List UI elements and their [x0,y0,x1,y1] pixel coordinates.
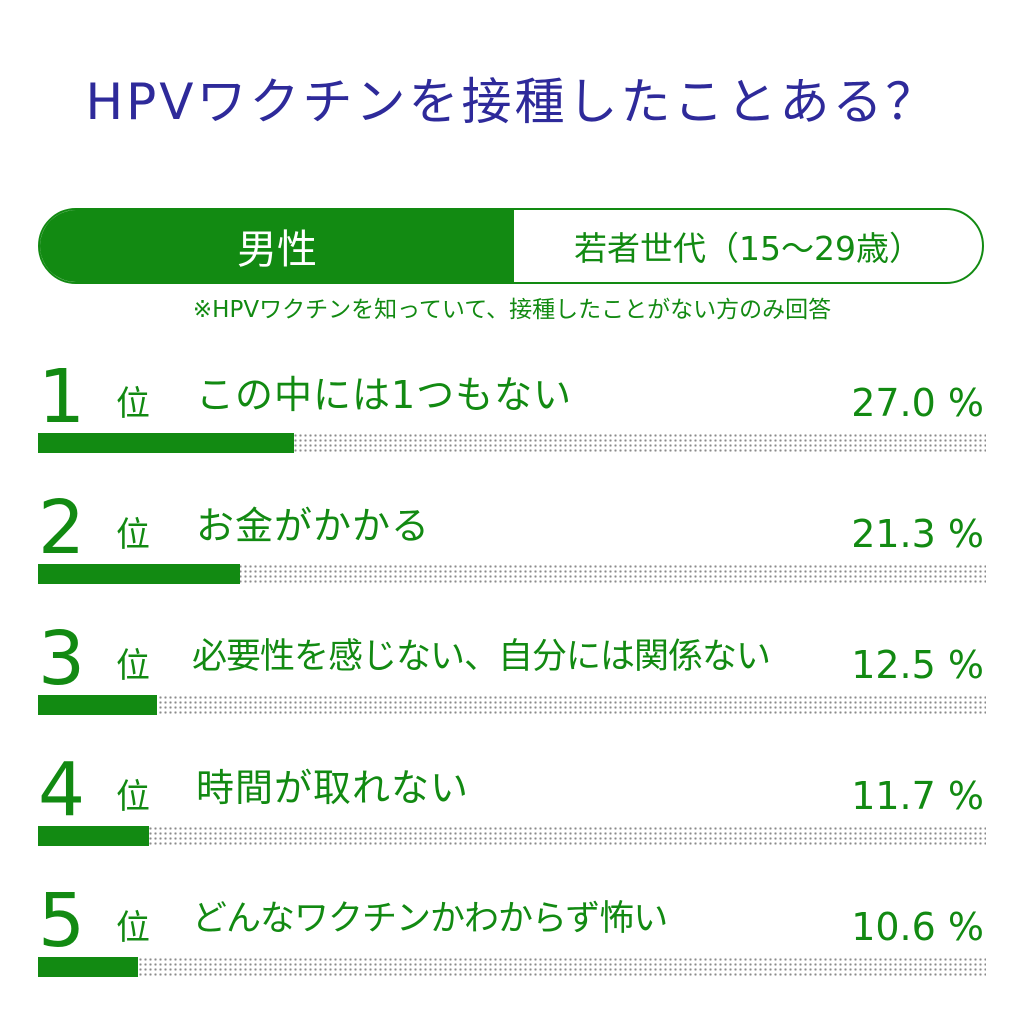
value-label: 11.7 % [851,774,984,818]
bar-track [38,826,986,846]
value-label: 12.5 % [851,643,984,687]
bar-track [38,433,986,453]
bar [38,826,149,846]
category-label: どんなワクチンかわからず怖い [192,899,668,939]
rank-number: 5 [38,878,86,964]
ranking-row: 5 位 どんなワクチンかわからず怖い 10.6 % [0,879,1024,999]
ranking-row: 1 位 この中には1つもない 27.0 % [0,355,1024,475]
rank-number: 1 [38,354,86,440]
bar [38,957,138,977]
rank-unit: 位 [116,515,150,555]
rank-unit: 位 [116,908,150,948]
bar [38,433,294,453]
category-label: 時間が取れない [196,766,470,810]
category-label: この中には1つもない [196,373,573,417]
value-label: 21.3 % [851,512,984,556]
bar [38,695,157,715]
rank-unit: 位 [116,646,150,686]
value-label: 27.0 % [851,381,984,425]
ranking-row: 4 位 時間が取れない 11.7 % [0,748,1024,868]
category-label: 必要性を感じない、自分には関係ない [192,637,771,677]
survey-note: ※HPVワクチンを知っていて、接種したことがない方のみ回答 [192,297,832,323]
segment-banner: 男性 若者世代（15〜29歳） [38,208,984,284]
rank-unit: 位 [116,384,150,424]
rank-number: 3 [38,616,86,702]
bar-track [38,957,986,977]
generation-label: 若者世代（15〜29歳） [574,229,922,268]
bar-track [38,695,986,715]
ranking-row: 2 位 お金がかかる 21.3 % [0,486,1024,606]
bar [38,564,240,584]
value-label: 10.6 % [851,905,984,949]
category-label: お金がかかる [196,504,431,548]
rank-number: 4 [38,747,86,833]
bar-track [38,564,986,584]
gender-label: 男性 [40,210,514,282]
rank-number: 2 [38,485,86,571]
page-title: HPVワクチンを接種したことある？ [85,73,939,131]
ranking-row: 3 位 必要性を感じない、自分には関係ない 12.5 % [0,617,1024,737]
rank-unit: 位 [116,777,150,817]
